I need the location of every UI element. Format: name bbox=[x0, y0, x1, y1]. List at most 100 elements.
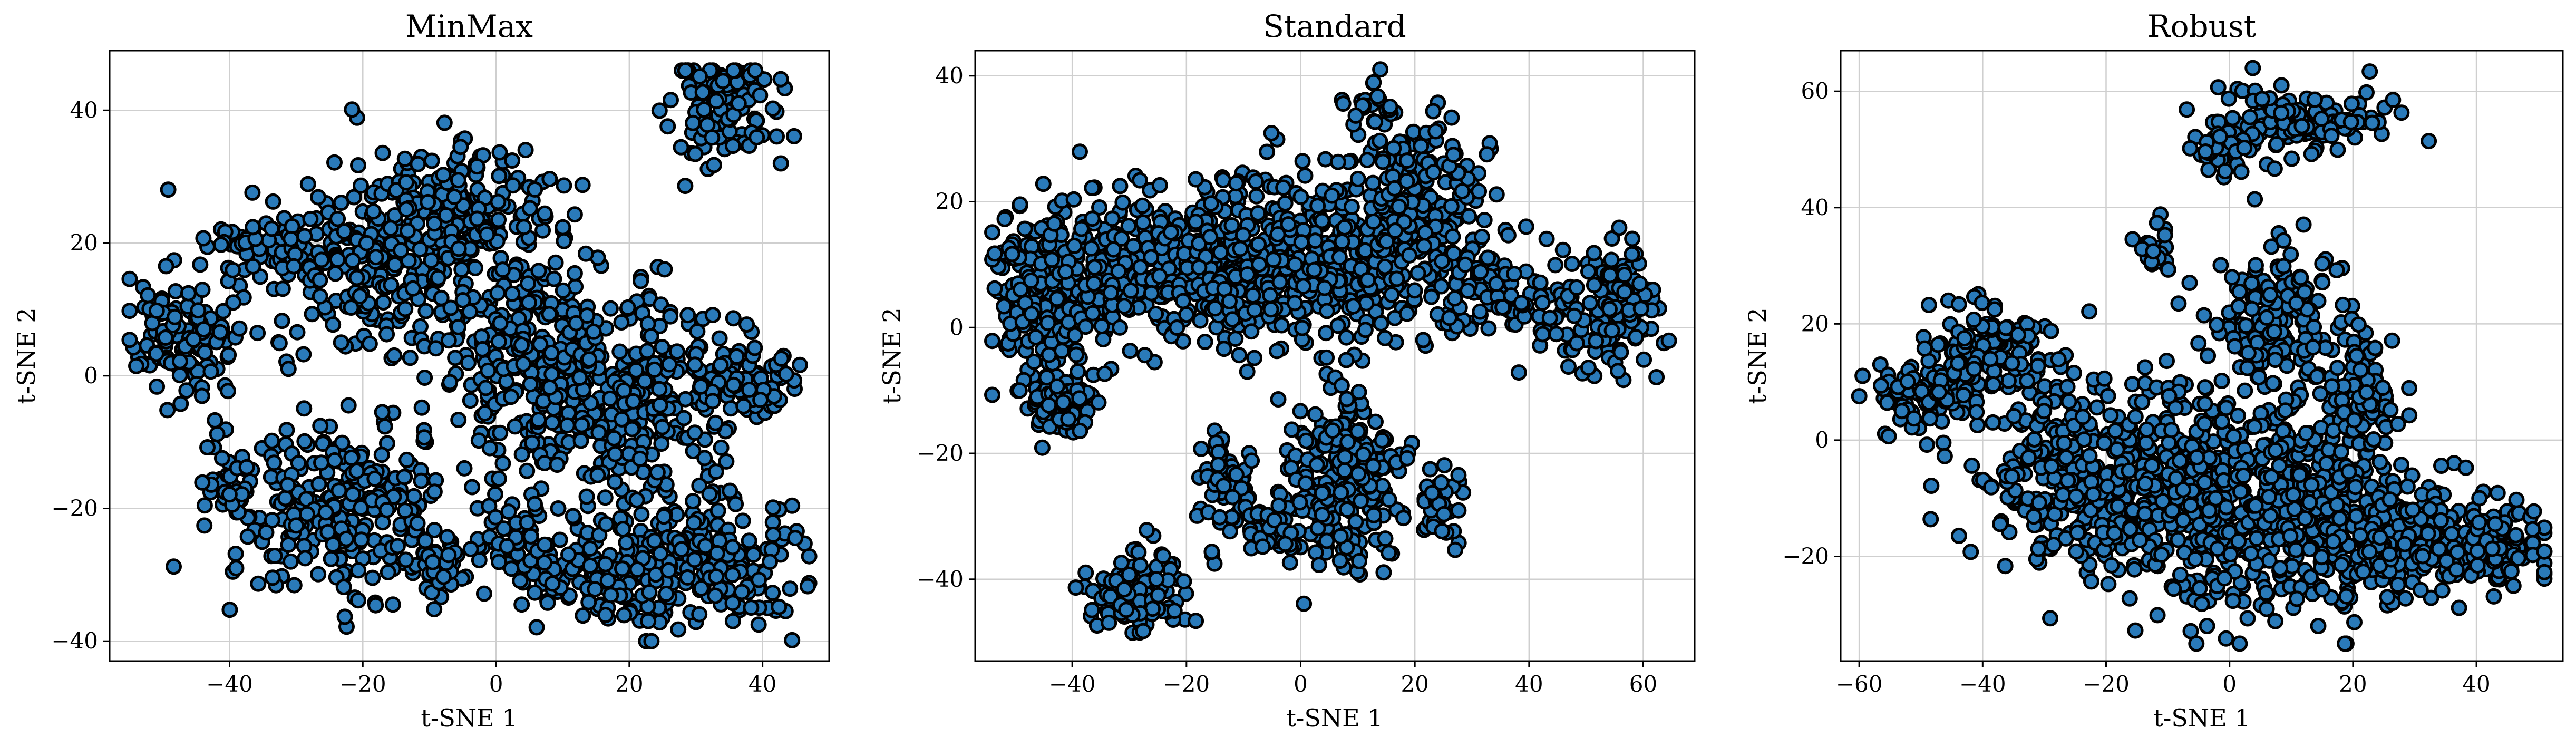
scatter-point bbox=[195, 230, 212, 247]
scatter-point bbox=[527, 584, 543, 601]
scatter-point bbox=[397, 551, 414, 568]
scatter-point bbox=[310, 476, 327, 492]
scatter-point bbox=[2264, 375, 2281, 392]
scatter-point bbox=[2182, 140, 2199, 157]
scatter-point bbox=[249, 325, 266, 342]
scatter-point bbox=[327, 265, 344, 282]
scatter-point bbox=[1365, 507, 1382, 523]
scatter-point bbox=[633, 506, 650, 523]
scatter-point bbox=[1350, 465, 1367, 482]
scatter-point bbox=[1066, 327, 1083, 344]
scatter-point bbox=[193, 387, 210, 404]
scatter-point bbox=[1603, 322, 1620, 339]
scatter-point bbox=[1398, 152, 1415, 169]
scatter-point bbox=[777, 366, 794, 383]
scatter-point bbox=[673, 541, 690, 558]
scatter-point bbox=[2288, 295, 2305, 312]
scatter-point bbox=[1339, 501, 1356, 518]
scatter-point bbox=[426, 522, 443, 539]
scatter-point bbox=[264, 432, 280, 449]
scatter-point bbox=[597, 489, 614, 506]
scatter-point bbox=[686, 356, 703, 373]
scatter-point bbox=[490, 333, 507, 350]
scatter-point bbox=[1880, 428, 1897, 445]
scatter-point bbox=[399, 222, 416, 239]
scatter-point bbox=[1353, 492, 1369, 509]
scatter-point bbox=[1919, 436, 1936, 453]
scatter-point bbox=[1207, 300, 1223, 317]
scatter-point bbox=[2243, 300, 2260, 317]
scatter-point bbox=[148, 345, 164, 362]
points-layer bbox=[1851, 60, 2553, 652]
scatter-point bbox=[1118, 602, 1135, 618]
scatter-point bbox=[227, 546, 244, 562]
scatter-point bbox=[1273, 317, 1290, 334]
scatter-point bbox=[996, 210, 1013, 227]
scatter-point bbox=[555, 282, 571, 299]
scatter-point bbox=[1210, 457, 1227, 473]
scatter-point bbox=[513, 446, 530, 463]
scatter-point bbox=[353, 177, 369, 194]
scatter-point bbox=[614, 411, 630, 428]
scatter-point bbox=[490, 193, 507, 210]
scatter-point bbox=[1250, 205, 1267, 221]
scatter-point bbox=[1245, 287, 1261, 304]
scatter-point bbox=[2134, 394, 2151, 410]
scatter-point bbox=[1188, 171, 1204, 188]
scatter-point bbox=[1084, 602, 1101, 618]
scatter-point bbox=[784, 632, 801, 648]
scatter-point bbox=[616, 607, 633, 624]
scatter-point bbox=[996, 298, 1012, 315]
scatter-point bbox=[250, 575, 267, 592]
scatter-point bbox=[696, 101, 713, 118]
scatter-point bbox=[367, 249, 384, 266]
scatter-point bbox=[2019, 372, 2036, 389]
scatter-point bbox=[1963, 457, 1980, 474]
scatter-point bbox=[1956, 330, 1973, 347]
y-tick-label: 40 bbox=[936, 63, 964, 89]
scatter-point bbox=[1083, 240, 1100, 257]
scatter-point bbox=[378, 326, 395, 343]
scatter-point bbox=[580, 594, 597, 610]
scatter-point bbox=[1335, 95, 1352, 112]
scatter-point bbox=[601, 390, 618, 407]
scatter-point bbox=[520, 294, 537, 311]
chart-title: Robust bbox=[2147, 8, 2256, 44]
scatter-point bbox=[706, 157, 722, 173]
scatter-point bbox=[167, 308, 183, 325]
scatter-point bbox=[691, 606, 708, 623]
scatter-point bbox=[1601, 267, 1618, 284]
scatter-point bbox=[986, 280, 1003, 297]
scatter-point bbox=[1174, 293, 1191, 309]
scatter-point bbox=[1318, 303, 1335, 319]
scatter-point bbox=[1339, 433, 1356, 450]
scatter-point bbox=[1132, 557, 1149, 574]
scatter-point bbox=[1460, 283, 1476, 299]
scatter-point bbox=[410, 156, 426, 172]
scatter-point bbox=[397, 300, 414, 317]
scatter-point bbox=[1434, 253, 1450, 270]
scatter-point bbox=[1011, 382, 1028, 399]
scatter-point bbox=[413, 472, 430, 489]
scatter-point bbox=[2358, 84, 2375, 101]
scatter-point bbox=[640, 613, 657, 629]
scatter-point bbox=[1295, 278, 1312, 295]
scatter-point bbox=[1433, 278, 1450, 295]
x-tick-label: 60 bbox=[1629, 671, 1657, 697]
scatter-point bbox=[724, 567, 741, 584]
scatter-point bbox=[1243, 452, 1260, 469]
scatter-point bbox=[1085, 275, 1102, 292]
scatter-point bbox=[724, 613, 741, 629]
scatter-point bbox=[228, 560, 245, 577]
scatter-point bbox=[762, 554, 778, 570]
scatter-point bbox=[565, 508, 581, 525]
scatter-point bbox=[231, 320, 248, 337]
scatter-point bbox=[2241, 109, 2258, 125]
scatter-point bbox=[344, 252, 361, 269]
scatter-point bbox=[492, 315, 509, 332]
scatter-point bbox=[2421, 133, 2437, 150]
scatter-point bbox=[196, 321, 212, 338]
scatter-point bbox=[1398, 305, 1415, 322]
